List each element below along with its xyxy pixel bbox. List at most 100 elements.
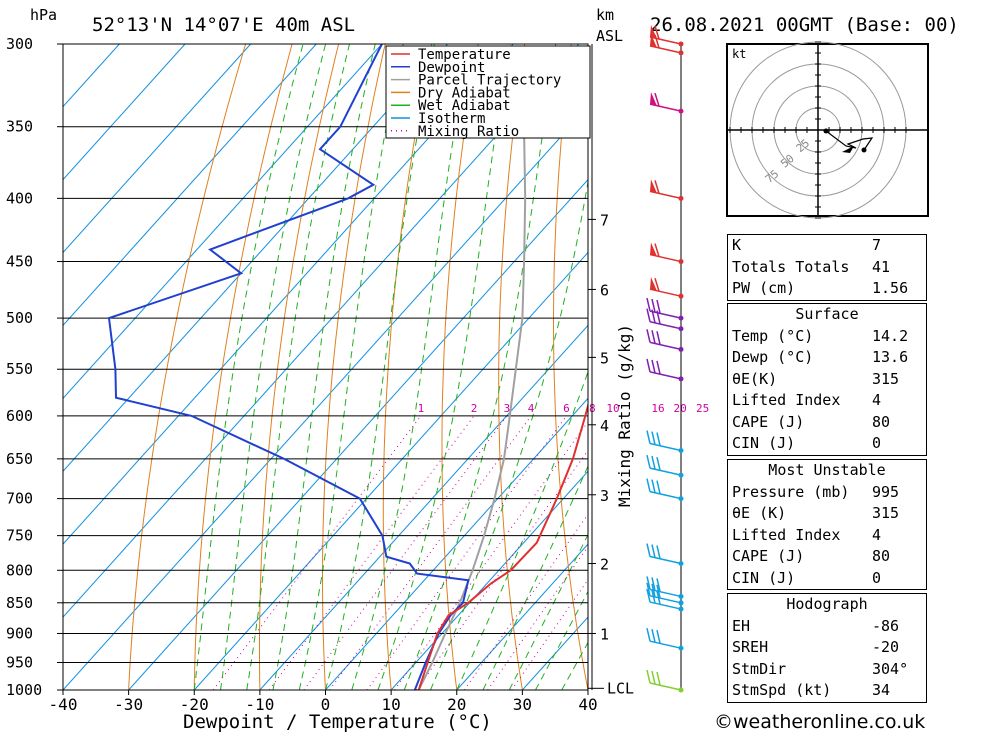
height-tick-label: 1 xyxy=(600,625,609,643)
pressure-tick-label: 1000 xyxy=(6,681,42,699)
mixing-ratio-label: 25 xyxy=(696,402,709,415)
legend-entry: Dewpoint xyxy=(418,60,485,76)
hodograph-stats-row: SREH -20 xyxy=(732,638,900,656)
temperature-tick-label: 0 xyxy=(321,695,331,714)
pressure-tick-label: 850 xyxy=(6,594,33,612)
wet-adiabat-line xyxy=(298,44,404,690)
surface-row: CIN (J) 0 xyxy=(732,434,882,452)
hodograph-stats-title: Hodograph xyxy=(786,595,868,613)
height-tick-label: 3 xyxy=(600,487,609,505)
wind-barb xyxy=(646,329,684,352)
most-unstable-row: CIN (J) 0 xyxy=(732,568,882,587)
background-lines xyxy=(63,7,1000,690)
mixing-ratio-labels: 12346810162025 xyxy=(418,402,710,415)
temperature-tick-label: -40 xyxy=(49,695,78,714)
legend-entry: Dry Adiabat xyxy=(418,85,511,101)
index-row: Totals Totals 41 xyxy=(732,257,891,276)
pressure-tick-label: 650 xyxy=(6,450,33,468)
temperature-tick-label: -10 xyxy=(245,695,274,714)
pressure-tick-label: 450 xyxy=(6,253,33,271)
pressure-tick-label: 700 xyxy=(6,490,33,508)
surface-title: Surface xyxy=(795,305,859,323)
mixing-ratio-line xyxy=(487,545,588,690)
dry-adiabat-line xyxy=(322,44,386,690)
legend-entry: Wet Adiabat xyxy=(418,98,511,114)
isotherm-line xyxy=(128,178,588,690)
pressure-tick-label: 300 xyxy=(6,35,33,53)
pressure-tick-label: 600 xyxy=(6,407,33,425)
dry-adiabat-line xyxy=(941,7,1000,690)
most-unstable-row: θE (K) 315 xyxy=(732,504,900,522)
wet-adiabat-line xyxy=(246,44,350,690)
wind-barb xyxy=(646,358,684,382)
height-tick-label: 6 xyxy=(600,281,609,299)
hodograph-stats-row: StmDir 304° xyxy=(732,659,909,678)
surface-row: θE(K) 315 xyxy=(732,369,900,388)
wind-barb xyxy=(646,543,684,567)
temperature-tick-label: 40 xyxy=(578,695,597,714)
height-tick-label: 5 xyxy=(600,349,609,367)
isotherm-line xyxy=(325,397,588,690)
hpa-unit-label: hPa xyxy=(30,6,57,24)
pressure-tick-label: 350 xyxy=(6,118,33,136)
hodograph-trace xyxy=(825,130,874,151)
hodograph-stats-table: Hodograph EH -86 SREH -20 StmDir 304° StmSp… xyxy=(727,593,927,703)
mixing-ratio-axis-title: Mixing Ratio (g/kg) xyxy=(615,324,634,507)
lcl-label: LCL xyxy=(607,679,634,697)
pressure-tick-label: 900 xyxy=(6,624,33,642)
credit-link[interactable]: ©weatheronline.co.uk xyxy=(714,711,926,733)
temperature-tick-label: 20 xyxy=(447,695,466,714)
parcel-trajectory-line xyxy=(417,78,527,690)
wind-barb xyxy=(646,588,684,612)
mixing-ratio-line xyxy=(366,415,567,690)
location-title: 52°13'N 14°07'E 40m ASL xyxy=(92,14,355,36)
axis-labels: 3003504004505005506006507007508008509009… xyxy=(6,35,598,714)
wind-barb xyxy=(649,33,684,56)
mixing-ratio-label: 2 xyxy=(471,402,478,415)
mixing-ratio-line xyxy=(511,578,588,690)
isotherm-line xyxy=(390,470,588,690)
pressure-tick-label: 950 xyxy=(6,653,33,671)
isotherm-line xyxy=(63,44,514,545)
dewpoint-line xyxy=(107,44,470,690)
profiles xyxy=(107,44,588,690)
isotherm-line xyxy=(63,44,317,327)
wind-barb xyxy=(649,242,684,265)
isotherm-line xyxy=(63,44,383,400)
storm-motion-arrow xyxy=(842,146,854,153)
wet-adiabat-line xyxy=(430,178,588,690)
wind-barb xyxy=(646,478,684,502)
wet-adiabat-line xyxy=(482,464,588,690)
isotherm-line xyxy=(456,543,588,690)
mixing-ratio-label: 16 xyxy=(651,402,664,415)
wet-adiabat-line xyxy=(351,44,470,690)
legend-entry: Mixing Ratio xyxy=(418,124,519,140)
isotherm-line xyxy=(63,44,252,254)
hodograph-stats-row: EH -86 xyxy=(732,616,900,635)
mixing-ratio-label: 10 xyxy=(606,402,619,415)
mixing-ratio-line xyxy=(415,449,588,690)
height-tick-label: 7 xyxy=(600,211,609,229)
mixing-ratio-label: 6 xyxy=(563,402,570,415)
most-unstable-title: Most Unstable xyxy=(768,461,886,479)
wet-adiabat-line xyxy=(508,533,588,690)
pressure-tick-label: 800 xyxy=(6,561,33,579)
isotherm-line xyxy=(259,324,588,690)
mixing-ratio-line xyxy=(463,513,588,690)
wet-adiabat-line xyxy=(193,44,304,690)
x-axis-title: Dewpoint / Temperature (°C) xyxy=(183,711,492,733)
height-axis: 1 2 3 4 5 6 7 LCL xyxy=(588,44,634,697)
pressure-tick-label: 500 xyxy=(6,309,33,327)
wind-barb xyxy=(646,576,684,599)
wind-barb xyxy=(646,297,684,321)
temperature-tick-label: 30 xyxy=(513,695,532,714)
wind-barbs xyxy=(646,25,684,693)
surface-row: CAPE (J) 80 xyxy=(732,412,891,431)
wind-barb xyxy=(646,582,684,606)
wind-barb xyxy=(646,430,684,454)
wet-adiabat-line xyxy=(456,370,588,690)
hodograph-stats-row: StmSpd (kt) 34 xyxy=(732,681,891,699)
